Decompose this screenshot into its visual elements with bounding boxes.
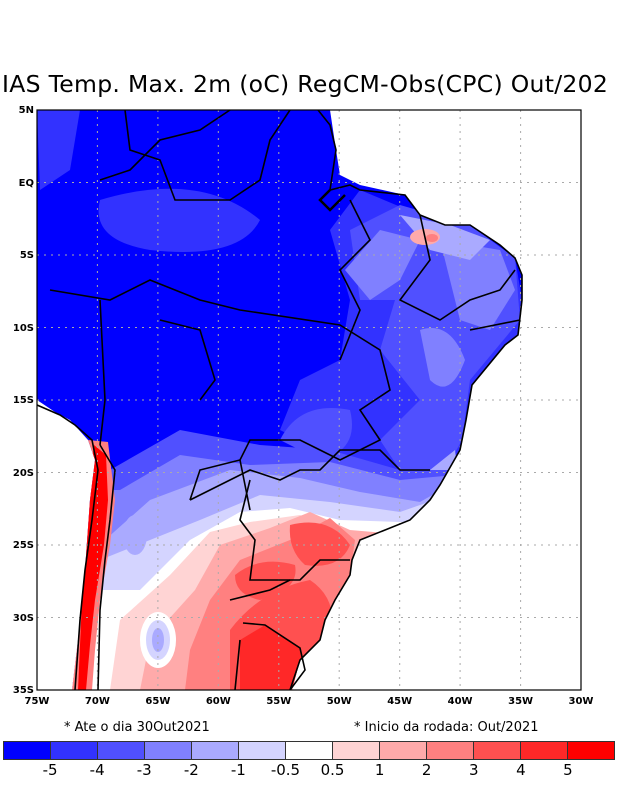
color-bar-swatch [427,742,474,759]
color-bar-label: -5 [42,761,58,779]
footnote-end-date: * Ate o dia 30Out2021 [64,720,210,735]
lon-label: 55W [266,696,291,707]
anomaly-map: 5N EQ 5S 10S 15S 20S 25S 30S 35S 75W 70W… [13,105,594,707]
lon-label: 35W [508,696,533,707]
color-bar-swatch [98,742,145,759]
lat-label: 10S [13,323,34,334]
color-bar-swatch [521,742,568,759]
lat-label: 5S [20,250,34,261]
color-bar-swatch [333,742,380,759]
lat-labels: 5N EQ 5S 10S 15S 20S 25S 30S 35S [13,105,34,696]
color-bar-label: 1 [374,761,385,779]
lon-label: 50W [327,696,352,707]
color-bar-label: 2 [421,761,432,779]
lon-label: 70W [85,696,110,707]
lat-label: 20S [13,468,34,479]
lon-label: 30W [569,696,594,707]
color-bar-swatch [4,742,51,759]
lat-label: EQ [19,178,34,189]
lat-label: 30S [13,613,34,624]
lat-label: 25S [13,540,34,551]
color-bar-swatch [474,742,521,759]
color-bar-swatch [568,742,614,759]
color-bar-label: -1 [230,761,246,779]
lon-label: 75W [25,696,50,707]
color-bar-label: -4 [89,761,105,779]
lat-label: 35S [13,685,34,696]
color-bar-swatch [286,742,333,759]
map-frame [36,109,582,691]
color-bar-label: -2 [183,761,199,779]
color-bar [3,741,615,760]
lat-label: 5N [19,105,34,116]
map-title: IAS Temp. Max. 2m (oC) RegCM-Obs(CPC) Ou… [2,70,609,98]
lon-label: 60W [206,696,231,707]
color-bar-swatch [380,742,427,759]
color-bar-label: -0.5 [270,761,301,779]
color-bar-swatch [192,742,239,759]
color-bar-label: 5 [563,761,573,779]
lon-label: 40W [448,696,473,707]
color-bar-swatch [239,742,286,759]
lon-label: 45W [387,696,412,707]
lon-label: 65W [145,696,170,707]
footnote-run-start: * Inicio da rodada: Out/2021 [354,720,539,735]
color-bar-label: 0.5 [320,761,345,779]
color-bar-label: 4 [516,761,526,779]
color-bar-swatch [145,742,192,759]
color-bar-label: -3 [136,761,152,779]
color-bar-swatch [51,742,98,759]
lat-label: 15S [13,395,34,406]
color-bar-label: 3 [468,761,479,779]
lon-labels: 75W 70W 65W 60W 55W 50W 45W 40W 35W 30W [25,696,594,707]
country-borders [36,109,523,691]
